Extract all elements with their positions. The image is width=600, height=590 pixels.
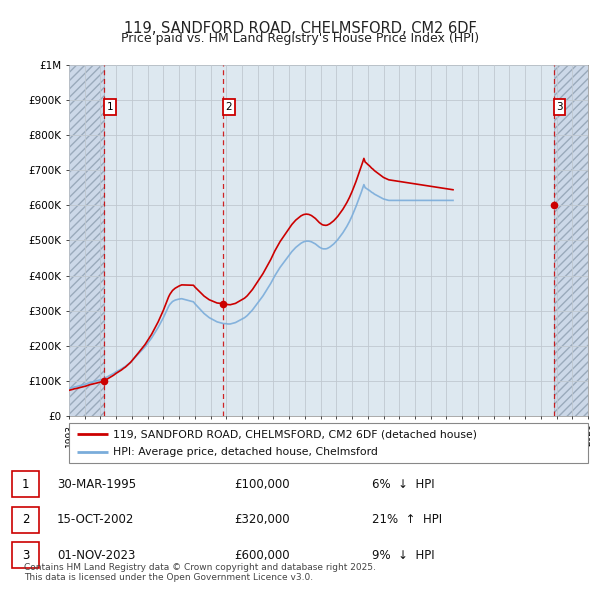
Text: 2: 2 bbox=[226, 102, 232, 112]
Text: £320,000: £320,000 bbox=[234, 513, 290, 526]
Text: 119, SANDFORD ROAD, CHELMSFORD, CM2 6DF (detached house): 119, SANDFORD ROAD, CHELMSFORD, CM2 6DF … bbox=[113, 430, 477, 440]
Text: 3: 3 bbox=[22, 549, 29, 562]
Text: Contains HM Land Registry data © Crown copyright and database right 2025.
This d: Contains HM Land Registry data © Crown c… bbox=[24, 563, 376, 582]
Text: 21%  ↑  HPI: 21% ↑ HPI bbox=[372, 513, 442, 526]
Text: 2: 2 bbox=[22, 513, 29, 526]
Text: 3: 3 bbox=[556, 102, 563, 112]
Text: Price paid vs. HM Land Registry's House Price Index (HPI): Price paid vs. HM Land Registry's House … bbox=[121, 32, 479, 45]
Text: £600,000: £600,000 bbox=[234, 549, 290, 562]
Text: 30-MAR-1995: 30-MAR-1995 bbox=[57, 478, 136, 491]
Text: 9%  ↓  HPI: 9% ↓ HPI bbox=[372, 549, 434, 562]
Text: HPI: Average price, detached house, Chelmsford: HPI: Average price, detached house, Chel… bbox=[113, 447, 378, 457]
Text: 01-NOV-2023: 01-NOV-2023 bbox=[57, 549, 136, 562]
FancyBboxPatch shape bbox=[69, 423, 588, 463]
Text: 6%  ↓  HPI: 6% ↓ HPI bbox=[372, 478, 434, 491]
Bar bbox=[69, 65, 104, 416]
Text: 119, SANDFORD ROAD, CHELMSFORD, CM2 6DF: 119, SANDFORD ROAD, CHELMSFORD, CM2 6DF bbox=[124, 21, 476, 35]
Text: 15-OCT-2002: 15-OCT-2002 bbox=[57, 513, 134, 526]
Text: £100,000: £100,000 bbox=[234, 478, 290, 491]
Text: 1: 1 bbox=[22, 478, 29, 491]
Bar bbox=[554, 65, 588, 416]
Text: 1: 1 bbox=[107, 102, 113, 112]
